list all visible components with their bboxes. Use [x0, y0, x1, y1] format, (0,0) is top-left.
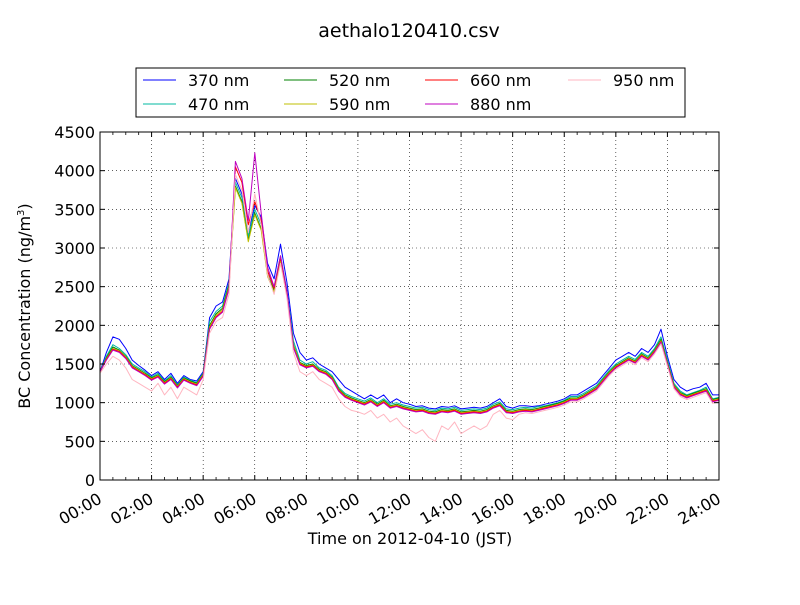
x-tick-label: 22:00: [623, 489, 672, 529]
y-axis-label-end: ): [15, 203, 34, 209]
legend-box: [135, 67, 686, 118]
x-tick-label: 04:00: [159, 489, 208, 529]
x-tick-label: 12:00: [365, 489, 414, 529]
y-tick-label: 4000: [54, 162, 95, 181]
y-tick-labels: 0 500 1000 1500 2000 2500 3000 3500 4000 4500: [54, 123, 95, 490]
axis-ticks: [99, 131, 720, 481]
legend: 370 nm 470 nm 520 nm 590 nm 660 nm 880 nm 950 …: [135, 67, 686, 118]
y-tick-label: 4500: [54, 123, 95, 142]
x-tick-label: 18:00: [520, 489, 569, 529]
x-axis-label: Time on 2012-04-10 (JST): [307, 529, 512, 548]
legend-label: 470 nm: [188, 95, 249, 114]
x-tick-label: 20:00: [571, 489, 620, 529]
x-tick-label: 06:00: [210, 489, 259, 529]
y-axis-label-sup: 3: [16, 210, 27, 216]
legend-label: 950 nm: [613, 71, 674, 90]
x-tick-label: 14:00: [417, 489, 466, 529]
x-tick-label: 24:00: [675, 489, 724, 529]
y-tick-label: 3000: [54, 239, 95, 258]
y-tick-label: 2000: [54, 316, 95, 335]
x-tick-label: 16:00: [468, 489, 517, 529]
x-tick-label: 08:00: [262, 489, 311, 529]
legend-label: 370 nm: [188, 71, 249, 90]
y-tick-label: 2500: [54, 278, 95, 297]
legend-label: 520 nm: [329, 71, 390, 90]
y-tick-label: 1000: [54, 394, 95, 413]
plot-area: [99, 131, 720, 481]
x-tick-label: 10:00: [313, 489, 362, 529]
series-lines: [99, 152, 720, 442]
series-line-520-nm: [99, 185, 720, 413]
y-tick-label: 1500: [54, 355, 95, 374]
y-axis-label: BC Concentration (ng/m3): [15, 203, 34, 408]
y-tick-label: 3500: [54, 200, 95, 219]
chart-title: aethalo120410.csv: [318, 20, 500, 42]
y-axis-label-main: BC Concentration (ng/m: [15, 216, 34, 409]
x-tick-label: 00:00: [56, 489, 105, 529]
x-tick-labels: 00:00 02:00 04:00 06:00 08:00 10:00 12:00 14:00…: [56, 489, 724, 529]
x-tick-label: 02:00: [107, 489, 156, 529]
y-tick-label: 0: [85, 471, 95, 490]
y-tick-label: 500: [64, 432, 95, 451]
legend-label: 880 nm: [470, 95, 531, 114]
grid: [100, 132, 719, 480]
legend-label: 660 nm: [470, 71, 531, 90]
legend-label: 590 nm: [329, 95, 390, 114]
series-line-950-nm: [99, 174, 720, 442]
